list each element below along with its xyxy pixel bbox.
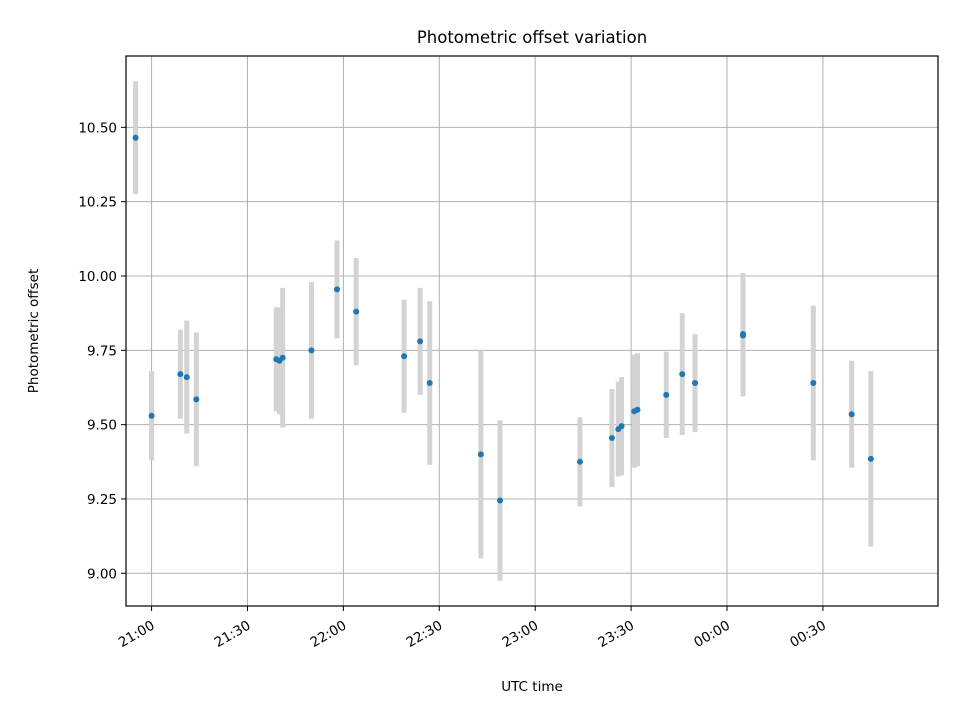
data-point	[608, 435, 615, 442]
grid-lines	[126, 56, 938, 606]
data-point	[867, 455, 874, 462]
data-point	[308, 347, 315, 354]
data-point	[810, 380, 817, 387]
data-point	[739, 332, 746, 339]
y-tick-label: 9.75	[87, 343, 117, 359]
data-point	[401, 353, 408, 360]
data-point	[279, 354, 286, 361]
data-point	[193, 396, 200, 403]
data-point	[848, 411, 855, 418]
data-point	[663, 391, 670, 398]
x-axis-label: UTC time	[501, 679, 563, 695]
data-point	[177, 371, 184, 378]
data-point	[618, 423, 625, 430]
y-axis-label: Photometric offset	[26, 269, 42, 393]
data-point	[417, 338, 424, 345]
data-point	[353, 308, 360, 315]
data-point	[183, 374, 190, 381]
data-points	[132, 134, 874, 504]
data-point	[679, 371, 686, 378]
y-axis-ticks: 9.00 9.25 9.50 9.75 10.00 10.25 10.50	[78, 120, 126, 582]
y-tick-label: 10.00	[78, 269, 117, 285]
y-tick-label: 10.50	[78, 120, 117, 136]
data-point	[333, 286, 340, 293]
y-tick-label: 9.50	[87, 418, 117, 434]
y-tick-label: 9.00	[87, 566, 117, 582]
data-point	[692, 380, 699, 387]
plot-frame	[125, 55, 939, 607]
data-point	[634, 406, 641, 413]
y-tick-label: 10.25	[78, 195, 117, 211]
data-point	[497, 497, 504, 504]
data-point	[148, 412, 155, 419]
chart-title: Photometric offset variation	[417, 28, 647, 47]
data-point	[477, 451, 484, 458]
data-point	[576, 458, 583, 465]
data-point	[132, 134, 139, 141]
y-tick-label: 9.25	[87, 492, 117, 508]
data-point	[426, 380, 433, 387]
